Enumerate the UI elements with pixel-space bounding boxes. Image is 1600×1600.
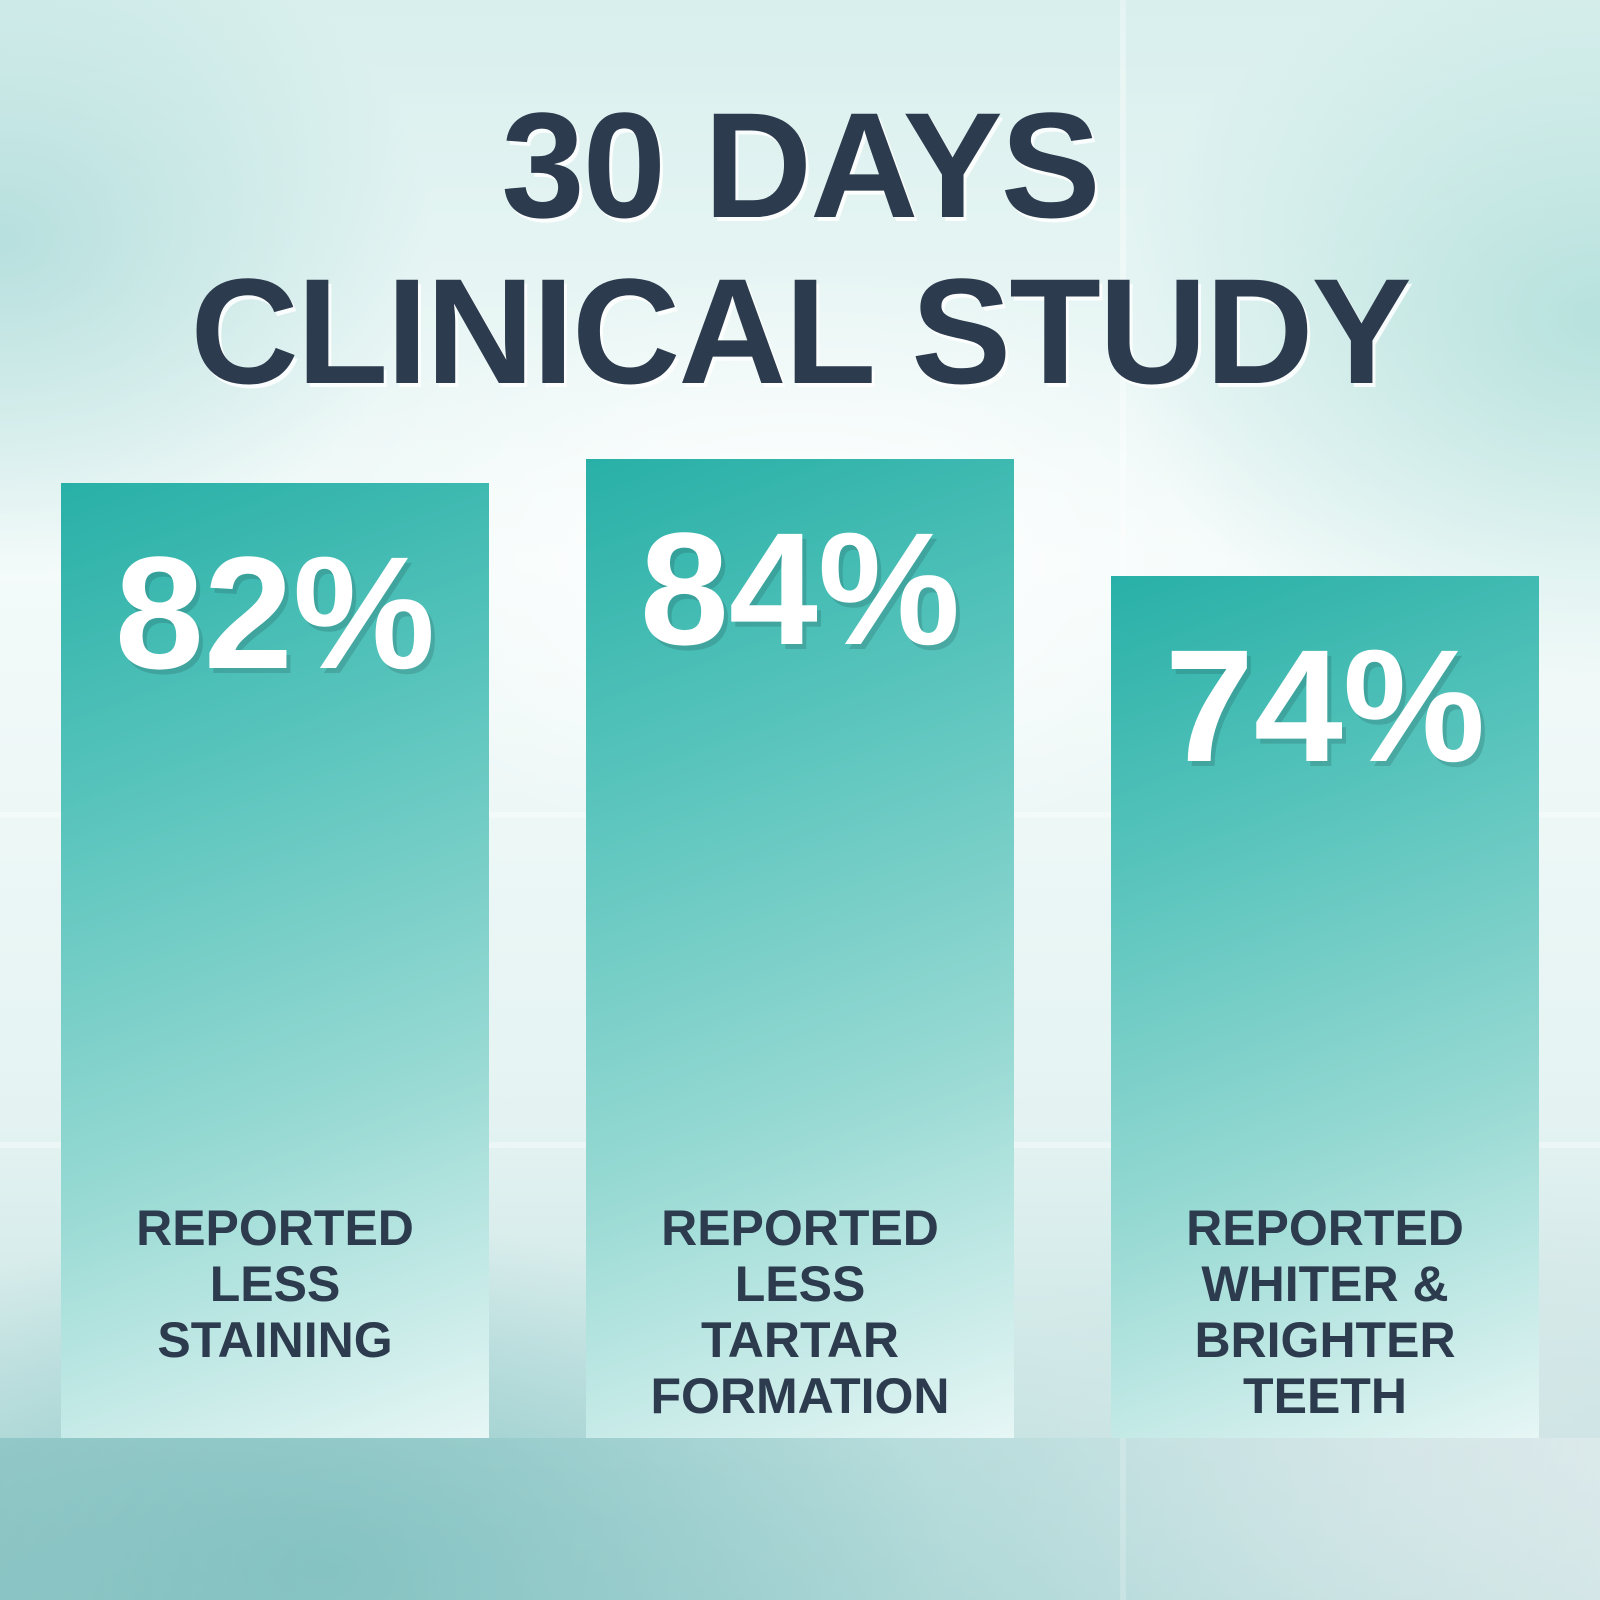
bar-category-label-line: BRIGHTER xyxy=(1194,1311,1456,1368)
bar-category-label: REPORTED WHITER & BRIGHTER TEETH xyxy=(1111,1200,1539,1424)
bar-2: 84% REPORTED LESS TARTAR FORMATION xyxy=(586,459,1014,1438)
bar-category-label-line: FORMATION xyxy=(650,1367,950,1424)
title-line-2: CLINICAL STUDY xyxy=(190,247,1411,415)
bar-category-label-line: TARTAR xyxy=(700,1311,900,1368)
bar-category-label-line: WHITER & xyxy=(1201,1255,1449,1312)
bar-category-label: REPORTED LESS TARTAR FORMATION xyxy=(586,1200,1014,1424)
bar-value-label: 84% xyxy=(639,499,961,679)
bar-value-label: 82% xyxy=(114,522,436,702)
bar-3: 74% REPORTED WHITER & BRIGHTER TEETH xyxy=(1111,575,1539,1438)
chart-title: 30 DAYS CLINICAL STUDY xyxy=(0,82,1600,414)
floor xyxy=(0,1438,1600,1600)
title-line-1: 30 DAYS xyxy=(501,81,1101,249)
bar-value-label: 74% xyxy=(1164,615,1486,795)
bar-category-label: REPORTED LESS STAINING xyxy=(61,1200,489,1368)
bar-category-label-line: LESS xyxy=(209,1255,341,1312)
bar-category-label-line: LESS xyxy=(734,1255,866,1312)
bar-category-label-line: STAINING xyxy=(157,1311,393,1368)
bar-category-label-line: REPORTED xyxy=(136,1199,414,1256)
bar-1: 82% REPORTED LESS STAINING xyxy=(61,482,489,1438)
bar-category-label-line: TEETH xyxy=(1243,1367,1407,1424)
bar-category-label-line: REPORTED xyxy=(1186,1199,1464,1256)
bar-category-label-line: REPORTED xyxy=(661,1199,939,1256)
